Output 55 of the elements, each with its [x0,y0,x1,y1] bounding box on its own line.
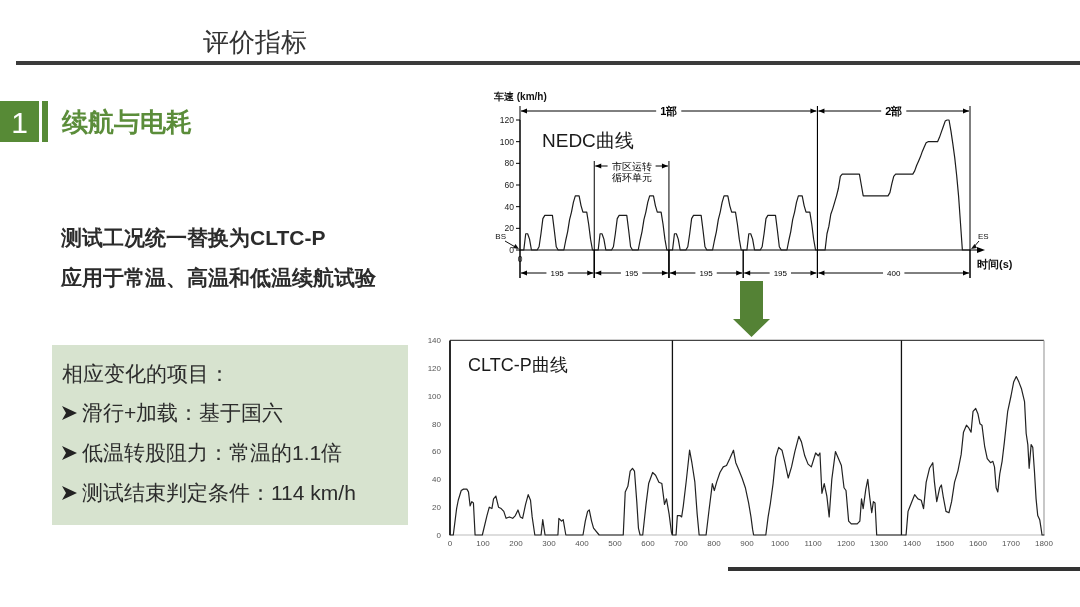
x-tick-label: 1600 [969,539,988,548]
x-axis-title: 时间(s) [977,258,1013,270]
y-tick-label: 20 [432,503,442,512]
text: 续航与电耗 [61,107,192,137]
text: NEDC曲线 [542,130,634,151]
text: 1部 [660,104,678,117]
y-tick-label: 0 [509,244,515,255]
x-tick-label: 500 [608,539,623,548]
text: 应用于常温、高温和低温续航试验 [60,266,377,289]
annotation: 195 [668,249,744,279]
annotation: 195 [593,249,670,279]
text: 1 [11,106,28,139]
x-tick-label: 900 [740,539,755,548]
annotation: 400 [816,249,971,279]
y-tick-label: 80 [432,419,442,429]
x-tick-label: 1400 [903,539,922,548]
annotation: ES [971,232,989,249]
y-tick-label: 60 [432,447,442,457]
x-tick-label: 300 [542,539,557,548]
y-tick-label: 100 [499,136,515,147]
y-tick-label: 0 [436,530,442,540]
x-tick-label: 1200 [837,539,856,548]
text: 相应变化的项目： [62,362,230,385]
y-tick-label: 120 [427,364,442,373]
x-tick-label: 0 [447,539,453,548]
x-tick-label: 1000 [771,539,790,548]
y-tick-label: 120 [499,114,515,125]
annotation: 市区运转循环单元 [611,160,652,184]
y-axis-title: 车速 (km/h) [493,91,547,102]
x-tick-label: 800 [707,539,722,548]
x-tick-label: 100 [476,539,491,548]
x-tick-label: 700 [674,539,689,548]
text: 测试结束判定条件：114 km/h [82,481,356,504]
x-tick-label: 400 [575,539,590,548]
annotation: ES [978,232,989,241]
y-tick-label: 80 [504,158,515,169]
text: 低温转股阻力：常温的1.1倍 [82,441,343,464]
x-tick-label: 200 [509,539,524,548]
y-tick-label: 20 [504,223,515,234]
text: 测试工况统一替换为CLTC-P [60,226,326,249]
y-tick-label: 40 [504,201,515,212]
text: 滑行+加载：基于国六 [82,401,284,424]
y-tick-label: 60 [504,179,515,190]
text: CLTC-P曲线 [468,355,568,375]
annotation: 195 [742,249,818,279]
x-tick-label: 1800 [1035,539,1054,548]
x-tick-label: 1300 [870,539,889,548]
y-tick-label: 140 [427,336,442,346]
x-tick-label: 600 [641,539,656,548]
x-tick-label: 1700 [1002,539,1021,548]
x-tick-label: 1500 [936,539,955,548]
text: 评价指标 [203,27,307,57]
y-tick-label: 40 [432,475,442,485]
y-tick-label: 100 [427,391,442,401]
x-tick-label: 1100 [804,539,823,548]
